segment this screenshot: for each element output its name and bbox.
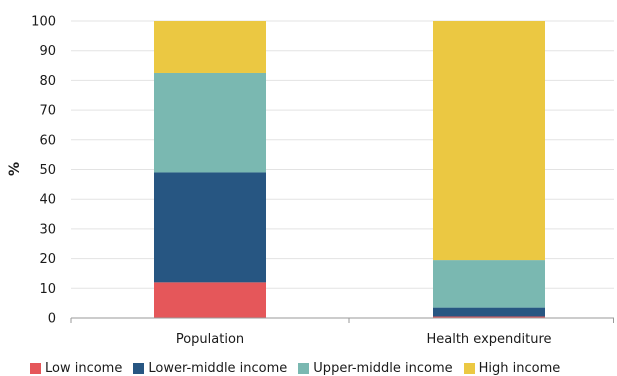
bars xyxy=(154,21,545,318)
bar-segment xyxy=(433,307,545,317)
legend-label: High income xyxy=(478,360,561,376)
y-tick-label: 90 xyxy=(39,44,56,59)
bar-segment xyxy=(154,72,266,173)
bar-segment xyxy=(154,282,266,318)
y-axis-label: % xyxy=(7,162,23,176)
bar-segment xyxy=(433,260,545,308)
legend-swatch xyxy=(298,362,310,374)
y-tick-label: 60 xyxy=(39,133,56,148)
x-category-label: Health expenditure xyxy=(426,332,551,347)
x-axis xyxy=(70,317,614,323)
legend-label: Upper-middle income xyxy=(313,360,453,376)
y-tick-label: 0 xyxy=(48,312,56,327)
legend-item: Lower-middle income xyxy=(133,361,287,376)
bar-segment xyxy=(433,316,545,318)
legend-swatch xyxy=(133,362,145,374)
y-tick-label: 80 xyxy=(39,74,56,89)
y-tick-label: 30 xyxy=(39,222,56,237)
bar-segment xyxy=(154,172,266,283)
x-axis-labels: Population Health expenditure xyxy=(176,332,552,347)
y-tick-label: 70 xyxy=(39,104,56,119)
y-tick-label: 10 xyxy=(39,282,56,297)
y-tick-label: 40 xyxy=(39,193,56,208)
legend-swatch xyxy=(463,362,475,374)
y-tick-label: 100 xyxy=(31,15,56,30)
legend-swatch xyxy=(30,362,41,374)
legend-item: Upper-middle income xyxy=(298,360,453,376)
bar-segment xyxy=(433,21,545,261)
legend: Low income Lower-middle income Upper-middl… xyxy=(30,360,571,376)
y-tick-label: 50 xyxy=(39,163,56,178)
y-tick-label: 20 xyxy=(39,252,56,267)
legend-item: Low income xyxy=(30,361,122,376)
bar-segment xyxy=(154,21,266,73)
legend-label: Low income xyxy=(45,360,123,376)
x-category-label: Population xyxy=(176,332,244,347)
legend-item: High income xyxy=(463,360,561,376)
y-axis-ticks: 0 10 20 30 40 50 60 70 80 90 100 xyxy=(31,15,56,327)
legend-label: Lower-middle income xyxy=(148,360,288,376)
